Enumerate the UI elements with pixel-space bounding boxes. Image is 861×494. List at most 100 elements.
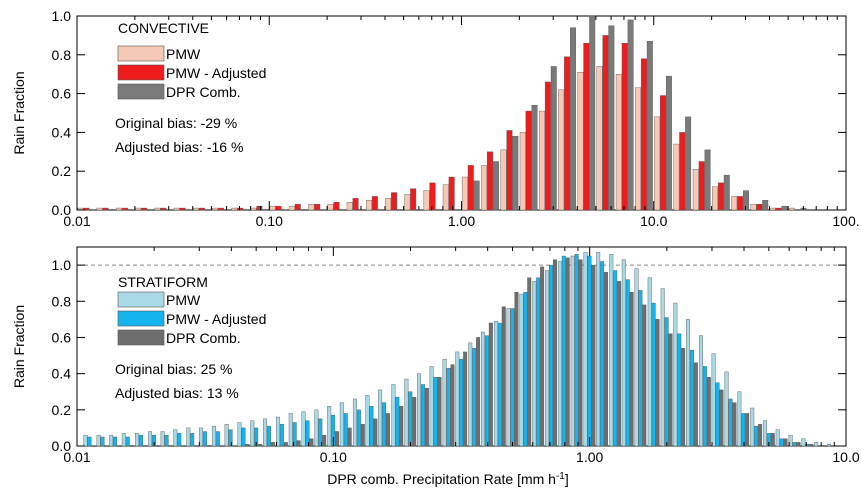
bar (698, 335, 703, 447)
bar (347, 427, 352, 447)
bar (371, 196, 378, 211)
bar (360, 424, 365, 447)
bar (570, 27, 576, 211)
bar (668, 333, 673, 447)
bar (629, 292, 634, 447)
bar (692, 169, 699, 211)
bar (448, 176, 455, 211)
bar (698, 161, 705, 211)
bar (770, 433, 775, 447)
bar (378, 389, 383, 447)
legend-label: DPR Comb. (166, 330, 241, 346)
bar (545, 270, 550, 447)
bar (237, 207, 244, 211)
bar (779, 438, 784, 447)
bar (121, 207, 128, 211)
bar (519, 132, 526, 211)
bar (179, 207, 186, 211)
bar (783, 438, 788, 447)
bar (139, 434, 143, 447)
bar (549, 264, 553, 447)
bar (596, 252, 601, 447)
bar (596, 66, 603, 211)
bar (796, 442, 801, 447)
bar (192, 207, 199, 211)
bar (640, 58, 647, 211)
bar (781, 205, 788, 211)
x-tick-label: 1.00 (576, 449, 603, 465)
legend-swatch (117, 64, 165, 81)
bar (429, 366, 434, 447)
x-tick-label: 1.00 (448, 213, 475, 229)
y-tick-label: 0.6 (52, 329, 72, 345)
bar (775, 207, 782, 211)
bar (728, 398, 733, 447)
bar (587, 255, 592, 447)
x-tick-label: 0.01 (63, 449, 90, 465)
y-tick-label: 0.2 (52, 163, 72, 179)
bar (711, 353, 716, 447)
bar (410, 188, 417, 211)
bar (577, 72, 584, 211)
bar (459, 358, 464, 447)
bar (154, 207, 161, 211)
bar (552, 259, 557, 447)
bar (294, 203, 301, 211)
bar (758, 424, 763, 447)
x-tick-label: 100. (832, 213, 859, 229)
bar (296, 440, 301, 447)
bar (450, 364, 455, 447)
legend-swatch (117, 291, 165, 308)
series-pmw-adjusted (87, 254, 810, 447)
bar (339, 402, 344, 447)
bar (565, 257, 570, 447)
bar (558, 89, 565, 211)
bar (737, 391, 742, 447)
bar (224, 424, 229, 447)
bar (717, 182, 724, 211)
bias-annotation: Original bias: -29 % (115, 115, 237, 131)
bar (231, 207, 238, 211)
series-dpr-comb (473, 15, 807, 211)
bar (308, 203, 315, 211)
bar (638, 290, 643, 447)
panel-title: STRATIFORM (118, 274, 208, 290)
bar (228, 429, 233, 447)
x-axis-title: DPR comb. Precipitation Rate [mm h-1] (327, 471, 569, 488)
bar (715, 382, 720, 447)
bar (488, 322, 493, 447)
bar (121, 433, 126, 447)
bar (481, 331, 485, 447)
bar (792, 442, 797, 447)
bar (250, 420, 255, 447)
y-tick-label: 0.0 (52, 438, 72, 454)
bar (429, 182, 436, 211)
bar (113, 436, 118, 447)
bar (523, 292, 528, 447)
bar (561, 255, 566, 447)
bar (87, 436, 92, 447)
bar (211, 425, 216, 447)
bar (788, 434, 793, 447)
y-tick-label: 0.8 (52, 47, 72, 63)
bar (704, 149, 711, 211)
bar (492, 161, 499, 211)
bar (399, 406, 404, 447)
bar (314, 409, 319, 447)
x-tick-label: 0.01 (63, 213, 90, 229)
bar (160, 431, 165, 447)
bar (373, 418, 378, 447)
bar (602, 35, 609, 211)
bar (352, 198, 359, 211)
bar (805, 443, 810, 447)
y-tick-label: 0.4 (52, 124, 72, 140)
bar (423, 190, 430, 211)
bias-annotation: Original bias: 25 % (115, 361, 233, 377)
bar (583, 42, 590, 211)
bar (391, 192, 398, 211)
bar (102, 207, 109, 211)
bar (801, 438, 806, 447)
legend: PMW PMW - Adjusted DPR Comb. (117, 45, 266, 100)
bar (177, 433, 182, 447)
panel-title: CONVECTIVE (118, 20, 209, 36)
